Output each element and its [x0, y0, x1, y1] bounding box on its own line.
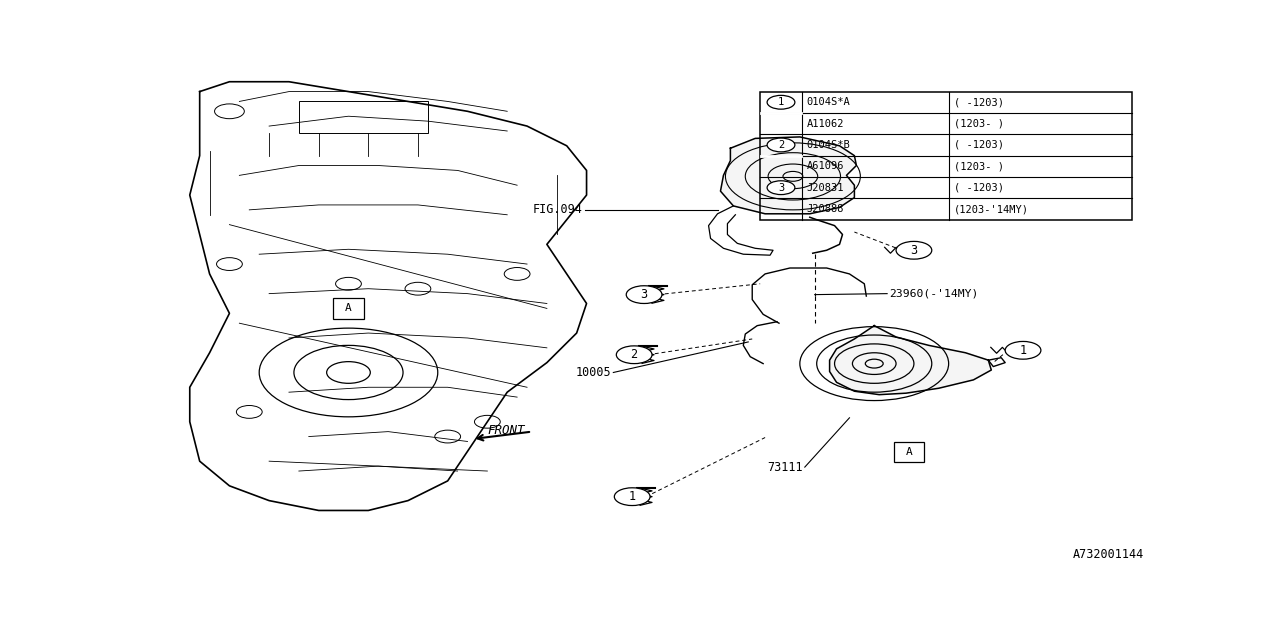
Text: ( -1203): ( -1203)	[954, 182, 1004, 193]
Text: 23960(-'14MY): 23960(-'14MY)	[890, 289, 978, 299]
Bar	[760, 92, 1132, 220]
Text: A61096: A61096	[806, 161, 845, 172]
Text: (1203- ): (1203- )	[954, 118, 1004, 129]
Circle shape	[614, 488, 650, 506]
Text: 3: 3	[910, 244, 918, 257]
Polygon shape	[829, 326, 991, 395]
Text: 2: 2	[778, 140, 785, 150]
Bar	[333, 298, 365, 319]
Text: 2: 2	[631, 348, 637, 361]
Text: ( -1203): ( -1203)	[954, 97, 1004, 108]
Circle shape	[767, 95, 795, 109]
Text: 73111: 73111	[767, 461, 803, 474]
Text: ( -1203): ( -1203)	[954, 140, 1004, 150]
Circle shape	[626, 285, 662, 303]
Text: 1: 1	[628, 490, 636, 503]
Text: J20888: J20888	[806, 204, 845, 214]
Text: (1203-'14MY): (1203-'14MY)	[954, 204, 1029, 214]
Text: 1: 1	[778, 97, 785, 108]
Text: J20831: J20831	[806, 182, 845, 193]
Text: A: A	[346, 303, 352, 314]
Text: FRONT: FRONT	[488, 424, 525, 436]
Text: A11062: A11062	[806, 118, 845, 129]
Text: (1203- ): (1203- )	[954, 161, 1004, 172]
Text: A: A	[905, 447, 913, 458]
Text: 3: 3	[778, 182, 785, 193]
Polygon shape	[721, 137, 856, 214]
Text: 3: 3	[640, 288, 648, 301]
Text: 1: 1	[1019, 344, 1027, 357]
Bar	[895, 442, 924, 462]
Circle shape	[767, 180, 795, 195]
Circle shape	[617, 346, 652, 364]
Circle shape	[1005, 341, 1041, 359]
Text: 0104S*A: 0104S*A	[806, 97, 850, 108]
Circle shape	[767, 138, 795, 152]
Text: 10005: 10005	[576, 366, 612, 379]
Text: A732001144: A732001144	[1073, 548, 1144, 561]
Text: FIG.094: FIG.094	[532, 204, 582, 216]
Circle shape	[896, 241, 932, 259]
Text: 0104S*B: 0104S*B	[806, 140, 850, 150]
Bar	[300, 102, 428, 134]
